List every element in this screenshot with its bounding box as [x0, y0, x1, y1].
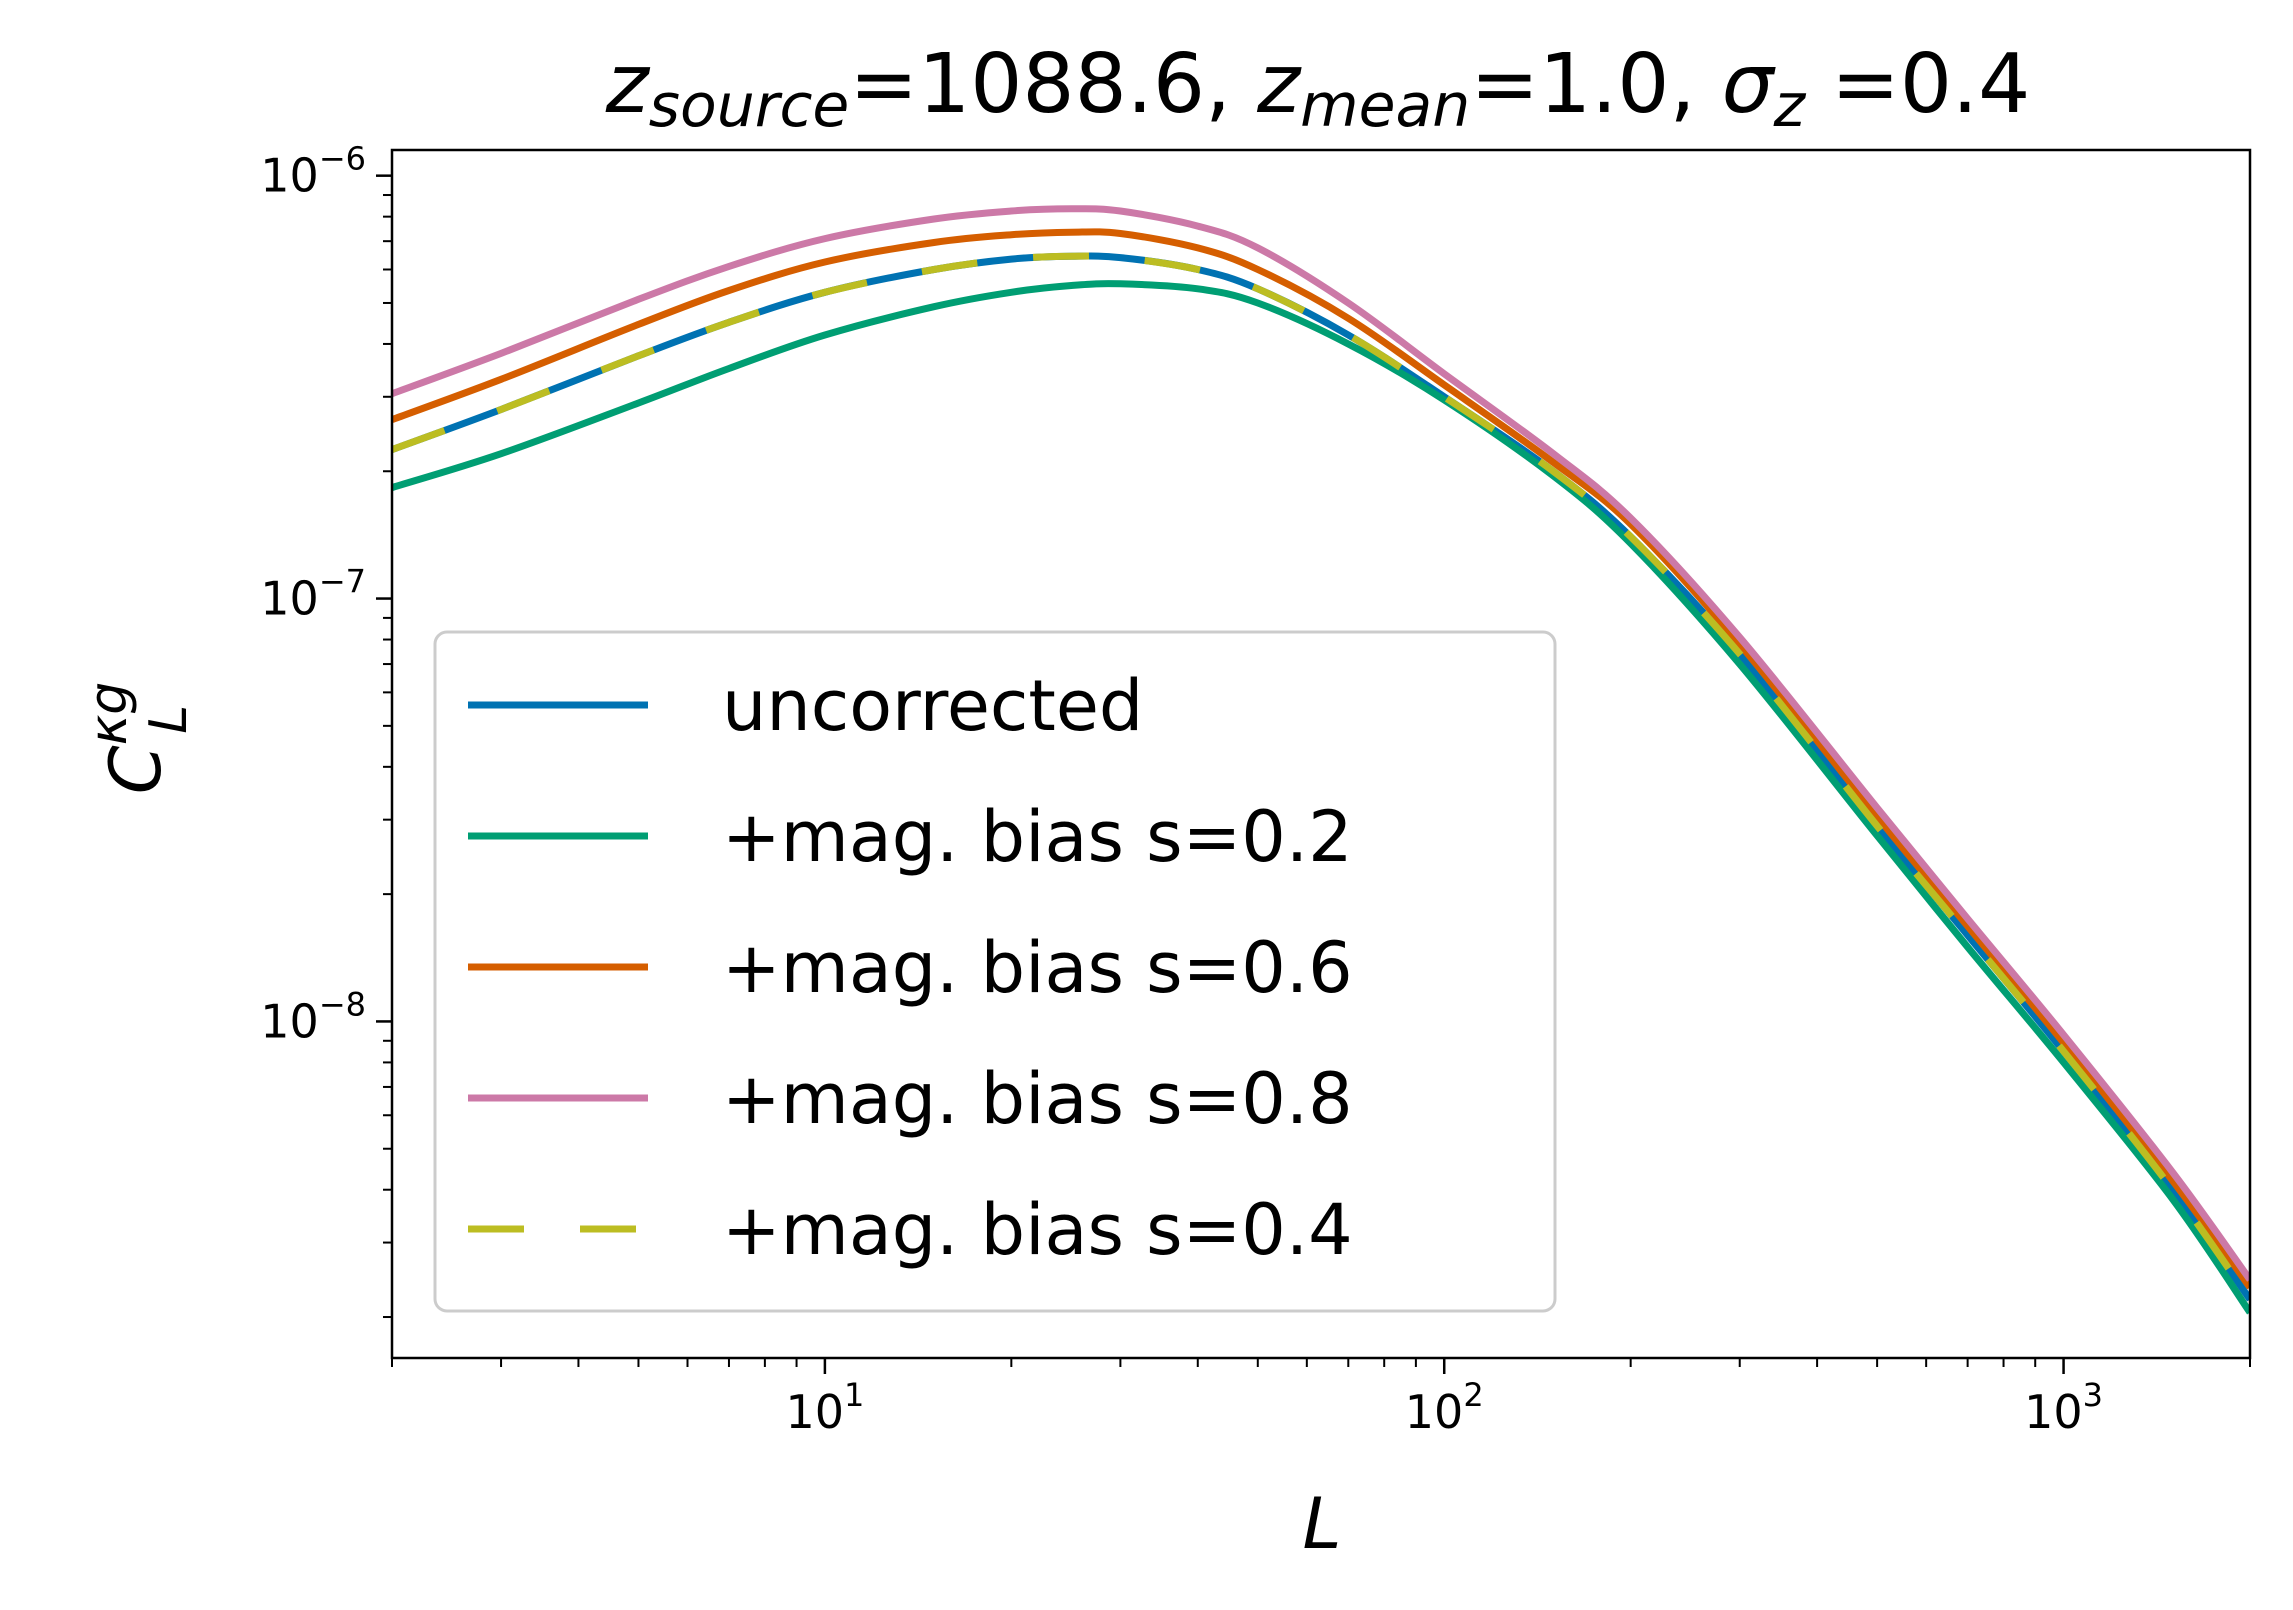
x-tick-label: 101 [785, 1376, 864, 1439]
legend-item-mag-bias-s-0-4: +mag. bias s=0.4 [468, 1189, 1353, 1271]
y-tick-label: 10−7 [260, 563, 366, 626]
legend: uncorrected +mag. bias s=0.2 +mag. bias s=… [433, 630, 1557, 1313]
x-axis-label: L [1303, 1483, 1342, 1565]
chart-title: zsource=1088.6, zmean=1.0, σz =0.4 [605, 37, 2031, 141]
legend-label: +mag. bias s=0.4 [722, 1189, 1353, 1271]
title-part: source [649, 71, 850, 141]
y-label-main: C [95, 745, 177, 794]
legend-item-mag-bias-s-0-8: +mag. bias s=0.8 [468, 1058, 1353, 1140]
series-line-mag-bias-s-0-2 [392, 280, 2250, 1315]
title-part: mean [1300, 71, 1470, 141]
legend-label: +mag. bias s=0.8 [722, 1058, 1353, 1140]
legend-items: uncorrected +mag. bias s=0.2 +mag. bias s=… [468, 665, 1353, 1271]
legend-box [433, 630, 1557, 1313]
y-label-sup: κg [79, 682, 139, 746]
series-line-mag-bias-s-0-6 [392, 228, 2250, 1290]
title-part: z [1773, 71, 1807, 141]
series-line-mag-bias-s-0-8 [392, 205, 2250, 1282]
legend-label: +mag. bias s=0.6 [722, 927, 1353, 1009]
series-line-mag-bias-s-0-4 [392, 252, 2250, 1302]
legend-item-mag-bias-s-0-6: +mag. bias s=0.6 [468, 927, 1353, 1009]
y-tick-label: 10−8 [260, 985, 366, 1048]
series-layer [392, 205, 2250, 1315]
legend-label: uncorrected [722, 665, 1143, 747]
title-part: =1088.6, [849, 37, 1257, 132]
legend-label: +mag. bias s=0.2 [722, 796, 1353, 878]
y-axis-label: CκgL [79, 682, 199, 795]
title-part: z [1256, 37, 1302, 132]
ticks-layer: 101 102 103 10−6 10−7 10−8 [260, 140, 2251, 1439]
x-tick-label: 103 [2024, 1376, 2103, 1439]
title-part: =0.4 [1805, 37, 2030, 132]
title-part: σ [1722, 37, 1777, 132]
y-label-sub: L [139, 705, 199, 734]
title-part: z [605, 37, 651, 132]
plot-frame [390, 148, 2252, 1360]
title-part: =1.0, [1470, 37, 1721, 132]
x-tick-label: 102 [1405, 1376, 1484, 1439]
legend-item-mag-bias-s-0-2: +mag. bias s=0.2 [468, 796, 1353, 878]
legend-item-uncorrected: uncorrected [468, 665, 1143, 747]
y-tick-label: 10−6 [260, 140, 366, 203]
